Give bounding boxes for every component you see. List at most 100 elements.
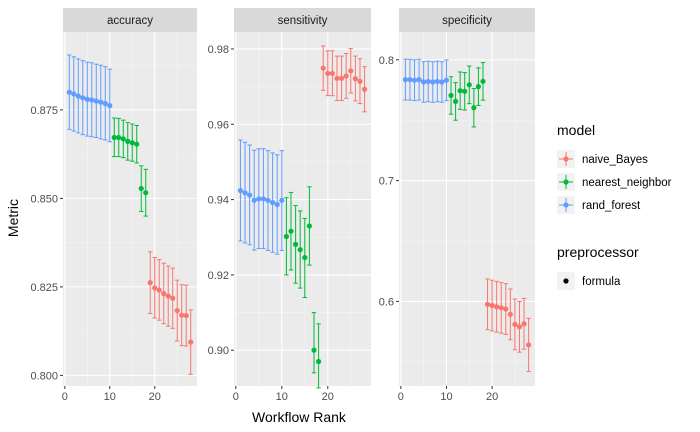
data-point	[256, 196, 262, 202]
series-naive_Bayes	[320, 45, 368, 113]
data-point	[134, 141, 140, 147]
legend-key-point	[563, 179, 569, 185]
legend-label: rand_forest	[582, 200, 641, 212]
facet-strip-label: accuracy	[107, 15, 153, 27]
data-point	[152, 285, 158, 291]
data-point	[120, 136, 126, 142]
data-point	[170, 295, 176, 301]
data-point	[251, 197, 257, 203]
x-tick-label: 0	[62, 391, 68, 403]
data-point	[129, 140, 135, 146]
y-tick-label: 0.90	[208, 345, 229, 357]
data-point	[237, 187, 244, 194]
data-point	[283, 233, 290, 240]
data-point	[452, 98, 459, 104]
data-point	[183, 312, 189, 319]
data-point	[498, 305, 504, 311]
data-point	[348, 68, 354, 74]
panel-background	[234, 32, 371, 386]
legend-group-model: model naive_Bayes nearest_neighbor rand_for…	[557, 122, 672, 214]
data-point	[507, 311, 513, 317]
data-point	[161, 291, 167, 297]
y-axis-title: Metric	[5, 199, 21, 237]
data-point	[71, 91, 77, 97]
data-point	[84, 96, 90, 102]
legend-title: preprocessor	[557, 244, 639, 260]
facet-strip	[234, 8, 371, 32]
data-point	[430, 79, 436, 85]
data-point	[315, 358, 322, 365]
x-tick-label: 0	[398, 391, 404, 403]
y-tick-label: 0.800	[30, 370, 58, 382]
data-point	[484, 301, 491, 307]
data-point	[521, 321, 527, 327]
data-point	[512, 321, 518, 327]
y-tick-label: 0.7	[379, 176, 394, 188]
data-point	[494, 304, 500, 310]
data-point	[466, 82, 472, 88]
x-tick-label: 20	[486, 391, 498, 403]
data-point	[503, 306, 509, 312]
x-tick-label: 10	[440, 391, 452, 403]
data-point	[443, 77, 450, 83]
data-point	[80, 95, 86, 101]
data-point	[425, 78, 431, 85]
data-point	[352, 76, 358, 82]
data-point	[270, 199, 276, 206]
y-tick-label: 0.875	[30, 105, 58, 117]
y-tick-label: 0.94	[208, 195, 229, 207]
data-point	[66, 89, 72, 95]
data-point	[174, 307, 180, 314]
data-point	[143, 190, 149, 196]
series-nearest_neighbor	[448, 62, 486, 128]
data-point	[434, 78, 440, 85]
data-point	[306, 223, 312, 229]
series-nearest_neighbor	[283, 186, 322, 389]
data-point	[475, 84, 482, 90]
x-tick-label: 10	[276, 391, 288, 403]
data-point	[361, 86, 368, 92]
legend-key-point	[563, 156, 569, 162]
data-point	[247, 192, 253, 198]
data-point	[334, 75, 340, 81]
data-point	[297, 247, 303, 253]
data-point	[260, 196, 267, 202]
y-tick-label: 0.850	[30, 193, 58, 205]
data-point	[311, 347, 317, 353]
panel-background	[63, 32, 197, 386]
y-tick-label: 0.8	[379, 55, 394, 67]
data-point	[421, 79, 427, 85]
data-point	[242, 190, 248, 196]
y-tick-label: 0.6	[379, 296, 394, 308]
data-point	[407, 77, 413, 83]
data-point	[156, 287, 162, 293]
y-tick-label: 0.96	[208, 119, 229, 131]
legend-group-preprocessor: preprocessor formula	[557, 244, 639, 290]
facet-panel-accuracy: accuracy 0 10 20 0.800 0.825 0.850 0.875	[30, 8, 197, 403]
series-nearest_neighbor	[111, 117, 149, 217]
data-point	[302, 254, 308, 261]
x-axis-title: Workflow Rank	[252, 409, 347, 425]
facet-strip	[399, 8, 535, 32]
series-naive_Bayes	[147, 251, 194, 375]
data-point	[343, 73, 349, 79]
data-point	[93, 98, 99, 104]
data-point	[102, 100, 108, 107]
data-point	[116, 134, 122, 141]
data-point	[411, 77, 418, 83]
series-rand_forest	[402, 58, 450, 103]
facet-strip-label: sensitivity	[278, 15, 328, 27]
facet-strip-label: specificity	[442, 15, 492, 27]
facet-panel-sensitivity: sensitivity 0 10 20 0.90 0.92 0.94 0.96 0.98	[208, 8, 371, 403]
data-point	[107, 103, 113, 109]
data-point	[402, 77, 408, 83]
data-point	[147, 280, 153, 286]
y-tick-label: 0.98	[208, 44, 229, 56]
data-point	[165, 293, 171, 299]
legend-key-point	[563, 278, 569, 284]
data-point	[329, 70, 335, 77]
series-naive_Bayes	[484, 278, 532, 373]
data-point	[89, 97, 95, 103]
